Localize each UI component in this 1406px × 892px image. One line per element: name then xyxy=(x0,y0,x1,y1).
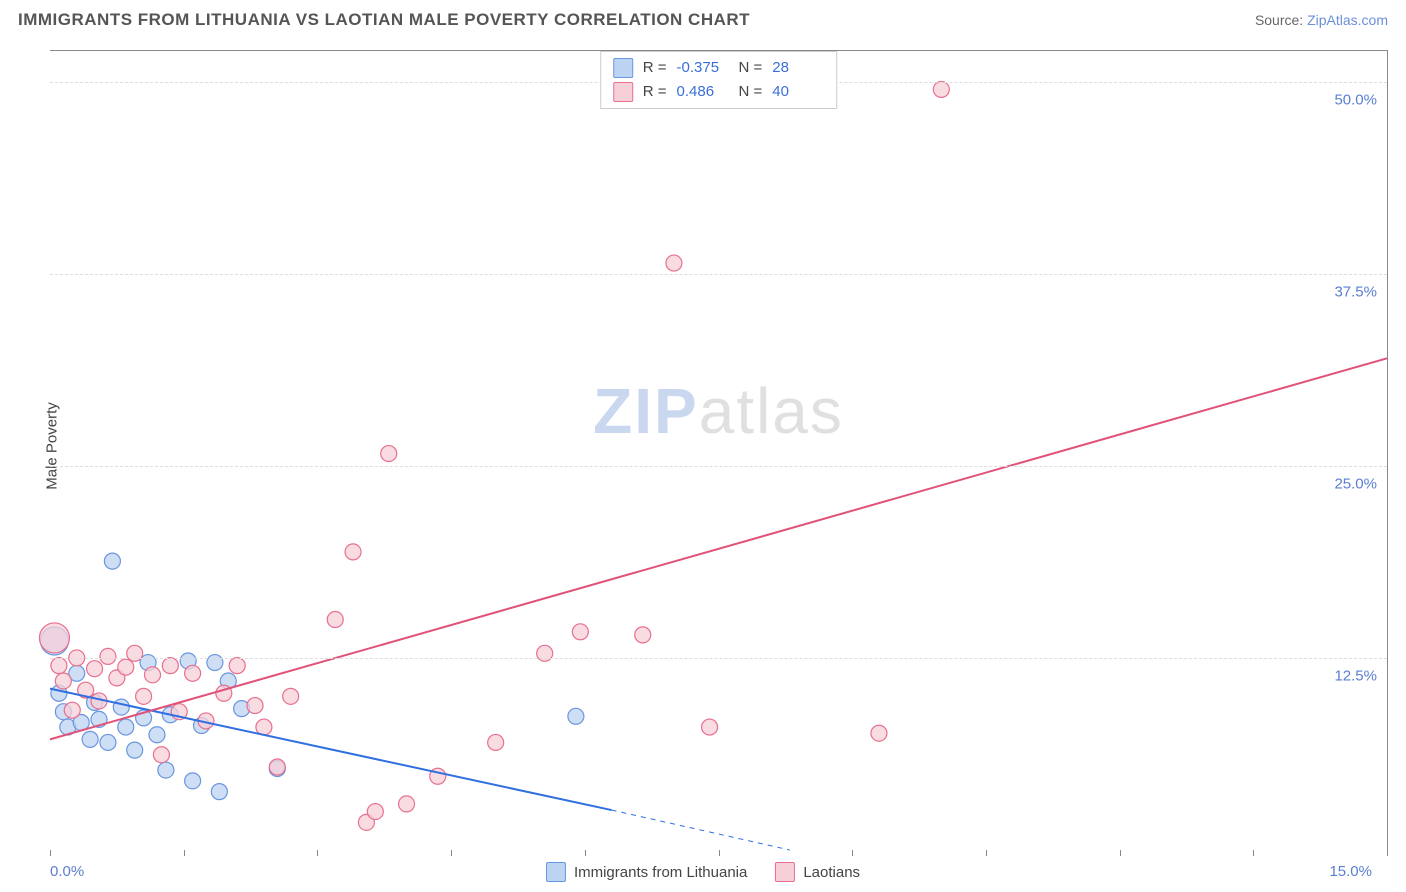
data-point xyxy=(158,762,174,778)
data-point xyxy=(345,544,361,560)
legend-swatch-icon xyxy=(613,58,633,78)
y-tick-label: 37.5% xyxy=(1332,283,1379,300)
legend-series: Immigrants from Lithuania Laotians xyxy=(546,862,860,882)
stat-label: N = xyxy=(739,80,763,104)
legend-stats-row: R = 0.486 N = 40 xyxy=(613,80,825,104)
trend-line xyxy=(50,358,1387,739)
data-point xyxy=(283,688,299,704)
x-axis-min-label: 0.0% xyxy=(50,863,84,880)
legend-label: Laotians xyxy=(803,864,860,881)
data-point xyxy=(229,658,245,674)
data-point xyxy=(572,624,588,640)
data-point xyxy=(51,658,67,674)
data-point xyxy=(269,759,285,775)
data-point xyxy=(127,645,143,661)
scatter-plot-svg xyxy=(50,51,1387,850)
data-point xyxy=(127,742,143,758)
x-axis-max-label: 15.0% xyxy=(1329,863,1372,880)
data-point xyxy=(118,719,134,735)
data-point xyxy=(871,725,887,741)
source-label: Source: xyxy=(1255,12,1303,28)
correlation-chart: R = -0.375 N = 28 R = 0.486 N = 40 ZIPat… xyxy=(50,50,1388,850)
data-point xyxy=(568,708,584,724)
stat-label: N = xyxy=(739,56,763,80)
data-point xyxy=(87,661,103,677)
stat-value: 40 xyxy=(772,80,824,104)
y-tick-label: 12.5% xyxy=(1332,667,1379,684)
data-point xyxy=(100,648,116,664)
data-point xyxy=(666,255,682,271)
stat-value: 0.486 xyxy=(677,80,729,104)
legend-label: Immigrants from Lithuania xyxy=(574,864,747,881)
data-point xyxy=(247,698,263,714)
data-point xyxy=(399,796,415,812)
data-point xyxy=(136,688,152,704)
data-point xyxy=(488,734,504,750)
data-point xyxy=(39,623,69,653)
data-point xyxy=(118,659,134,675)
stat-label: R = xyxy=(643,56,667,80)
data-point xyxy=(149,727,165,743)
data-point xyxy=(113,699,129,715)
data-point xyxy=(185,773,201,789)
data-point xyxy=(162,658,178,674)
data-point xyxy=(104,553,120,569)
legend-stats-row: R = -0.375 N = 28 xyxy=(613,56,825,80)
source-attribution: Source: ZipAtlas.com xyxy=(1255,12,1388,28)
data-point xyxy=(367,804,383,820)
legend-stats: R = -0.375 N = 28 R = 0.486 N = 40 xyxy=(600,51,838,109)
y-tick-label: 25.0% xyxy=(1332,475,1379,492)
data-point xyxy=(82,731,98,747)
legend-item: Immigrants from Lithuania xyxy=(546,862,747,882)
data-point xyxy=(185,665,201,681)
y-tick-label: 50.0% xyxy=(1332,91,1379,108)
data-point xyxy=(145,667,161,683)
data-point xyxy=(327,612,343,628)
page-title: IMMIGRANTS FROM LITHUANIA VS LAOTIAN MAL… xyxy=(18,10,750,30)
data-point xyxy=(381,446,397,462)
source-link[interactable]: ZipAtlas.com xyxy=(1307,12,1388,28)
data-point xyxy=(100,734,116,750)
stat-label: R = xyxy=(643,80,667,104)
stat-value: 28 xyxy=(772,56,824,80)
trend-line-extrapolated xyxy=(612,810,790,850)
legend-swatch-icon xyxy=(546,862,566,882)
legend-swatch-icon xyxy=(775,862,795,882)
data-point xyxy=(702,719,718,735)
data-point xyxy=(537,645,553,661)
stat-value: -0.375 xyxy=(677,56,729,80)
legend-item: Laotians xyxy=(775,862,860,882)
legend-swatch-icon xyxy=(613,82,633,102)
data-point xyxy=(933,81,949,97)
data-point xyxy=(64,702,80,718)
data-point xyxy=(55,673,71,689)
data-point xyxy=(211,784,227,800)
data-point xyxy=(153,747,169,763)
data-point xyxy=(635,627,651,643)
